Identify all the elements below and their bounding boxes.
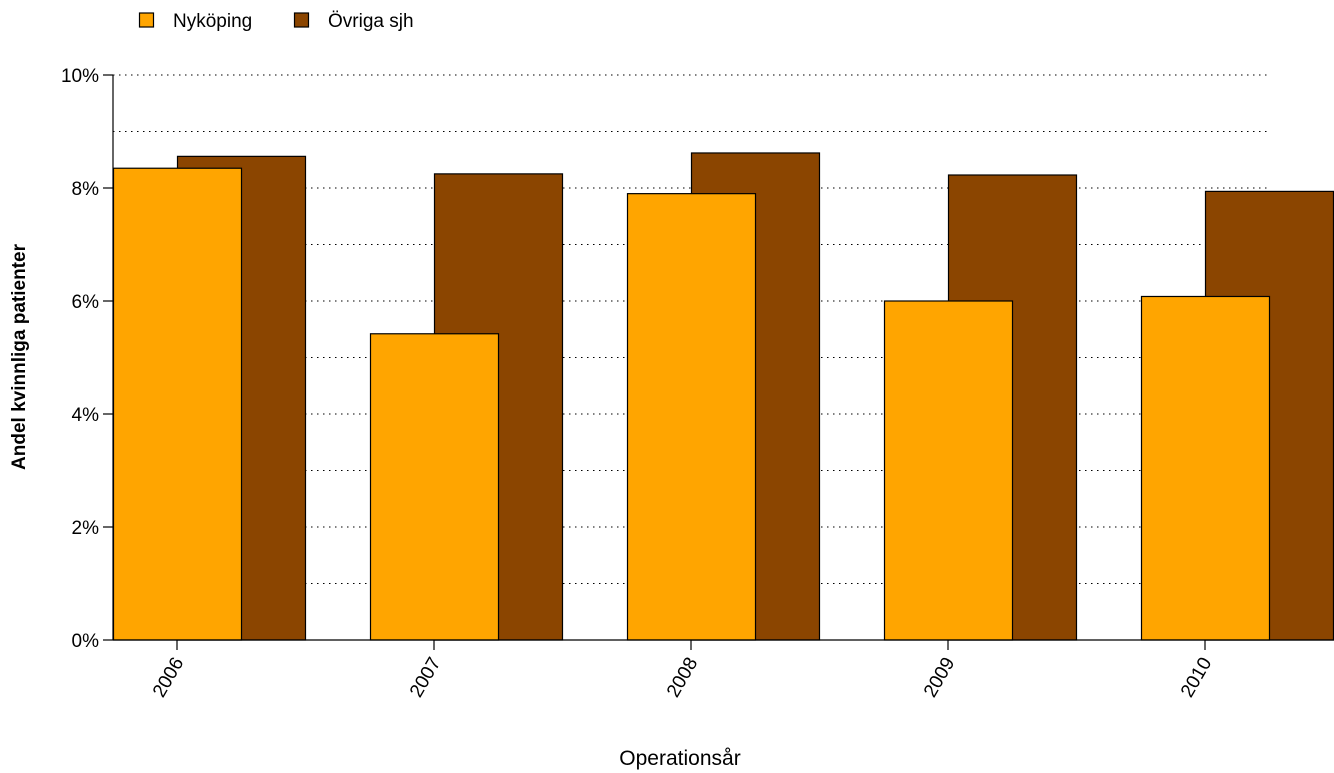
legend-swatch-ovriga-sjh — [293, 12, 310, 28]
legend-swatch-nykoping — [138, 12, 155, 28]
legend: Nyköping Övriga sjh — [138, 11, 414, 32]
bars — [112, 152, 1334, 641]
y-axis-title: Andel kvinnliga patienter — [9, 243, 30, 470]
y-tick-label: 10% — [61, 66, 99, 87]
bar-nykoping-2010 — [1140, 295, 1271, 641]
y-tick-label: 6% — [72, 292, 100, 313]
x-tick-label: 2007 — [406, 654, 445, 701]
y-tick-label: 4% — [72, 405, 100, 426]
x-tick-label: 2010 — [1177, 654, 1216, 701]
bar-nykoping-2008 — [626, 193, 757, 641]
x-tick-label: 2006 — [149, 654, 188, 701]
bar-nykoping-2009 — [883, 300, 1014, 641]
bar-nykoping-2006 — [112, 167, 243, 641]
legend-label-nykoping: Nyköping — [173, 11, 252, 32]
y-tick-label: 2% — [72, 518, 100, 539]
x-axis-title: Operationsår — [619, 747, 740, 770]
y-tick-label: 0% — [72, 631, 100, 652]
legend-label-ovriga-sjh: Övriga sjh — [328, 11, 414, 32]
x-tick-label: 2008 — [663, 654, 702, 701]
bar-nykoping-2007 — [369, 333, 500, 641]
y-tick-label: 8% — [72, 179, 100, 200]
x-tick-label: 2009 — [920, 654, 959, 701]
